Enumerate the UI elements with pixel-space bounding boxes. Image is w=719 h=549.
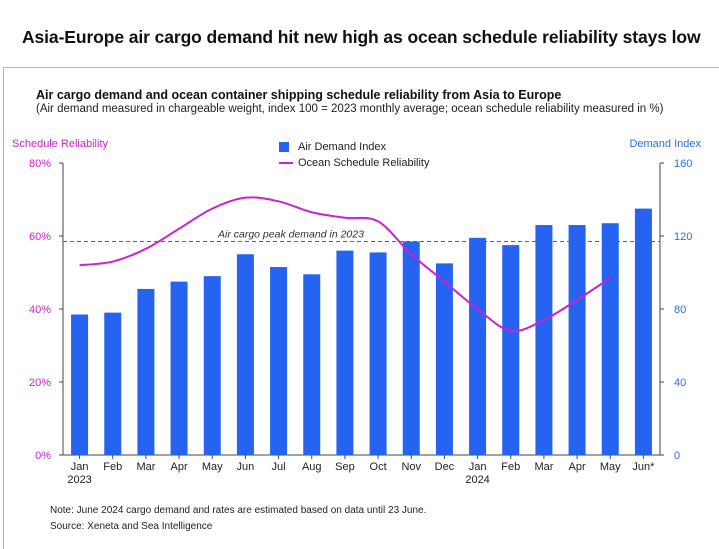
chart-subtitle: (Air demand measured in chargeable weigh…	[36, 103, 664, 115]
line-schedule-reliability	[79, 196, 611, 333]
left-axis-tick-label: 60%	[29, 231, 51, 243]
x-axis-tick-label: May	[600, 461, 621, 473]
x-axis-tick-label: Apr	[171, 461, 188, 473]
x-axis-tick-label: Feb	[103, 461, 122, 473]
x-axis-tick-label: Oct	[370, 461, 387, 473]
footer-source: Source: Xeneta and Sea Intelligence	[50, 521, 213, 532]
x-axis-tick-label: Jan	[71, 461, 89, 473]
bar-air-demand-3	[170, 281, 188, 455]
bar-air-demand-9	[369, 252, 387, 455]
x-axis-tick-label: Feb	[501, 461, 520, 473]
legend-item-schedule-reliability: Ocean Schedule Reliability	[279, 155, 429, 171]
legend-line-swatch	[279, 162, 293, 164]
headline: Asia-Europe air cargo demand hit new hig…	[22, 27, 701, 47]
bar-air-demand-7	[303, 274, 321, 455]
bar-air-demand-0	[71, 314, 89, 455]
right-axis-tick-label: 40	[674, 377, 686, 389]
left-axis-tick-label: 0%	[35, 450, 51, 462]
x-axis-tick-label: Mar	[136, 461, 155, 473]
right-axis-tick-label: 0	[674, 450, 680, 462]
left-axis-title: Schedule Reliability	[12, 138, 108, 150]
bar-air-demand-17	[634, 208, 652, 455]
bar-air-demand-5	[236, 254, 254, 455]
x-axis-tick-label: Mar	[534, 461, 553, 473]
bar-air-demand-6	[270, 267, 288, 455]
x-axis-tick-label: Jan	[469, 461, 487, 473]
bar-air-demand-15	[568, 225, 586, 455]
bar-air-demand-16	[601, 223, 619, 455]
chart-panel	[3, 67, 719, 549]
right-axis-tick-label: 120	[674, 231, 692, 243]
left-axis-tick-label: 40%	[29, 304, 51, 316]
legend: Air Demand Index Ocean Schedule Reliabil…	[279, 139, 429, 171]
bar-air-demand-10	[402, 241, 420, 455]
right-axis-tick-label: 160	[674, 158, 692, 170]
chart-title: Air cargo demand and ocean container shi…	[36, 88, 562, 102]
bar-air-demand-1	[104, 312, 122, 455]
bar-air-demand-2	[137, 288, 155, 455]
bar-air-demand-13	[502, 245, 520, 455]
left-axis-tick-label: 20%	[29, 377, 51, 389]
x-axis-tick-label: Dec	[435, 461, 455, 473]
right-axis-tick-label: 80	[674, 304, 686, 316]
legend-label-air-demand: Air Demand Index	[298, 141, 387, 153]
right-axis-title: Demand Index	[629, 138, 701, 150]
x-axis-tick-label: Apr	[569, 461, 586, 473]
x-axis-year-label: 2024	[465, 474, 489, 486]
legend-bar-swatch	[279, 142, 289, 152]
x-axis-tick-label: Jun*	[632, 461, 655, 473]
bar-air-demand-14	[535, 225, 553, 455]
legend-item-air-demand: Air Demand Index	[279, 139, 429, 155]
x-axis-tick-label: Jul	[272, 461, 286, 473]
legend-label-schedule-reliability: Ocean Schedule Reliability	[298, 157, 430, 169]
bar-air-demand-4	[203, 276, 221, 455]
x-axis-tick-label: Sep	[335, 461, 355, 473]
footer-note: Note: June 2024 cargo demand and rates a…	[50, 505, 427, 516]
x-axis-tick-label: Nov	[401, 461, 421, 473]
left-axis-tick-label: 80%	[29, 158, 51, 170]
bar-air-demand-11	[435, 263, 453, 455]
bar-air-demand-12	[469, 237, 487, 455]
x-axis-tick-label: May	[202, 461, 223, 473]
bar-air-demand-8	[336, 250, 354, 455]
x-axis-tick-label: Aug	[302, 461, 322, 473]
x-axis-tick-label: Jun	[237, 461, 255, 473]
peak-demand-label: Air cargo peak demand in 2023	[217, 228, 364, 240]
x-axis-year-label: 2023	[67, 474, 91, 486]
